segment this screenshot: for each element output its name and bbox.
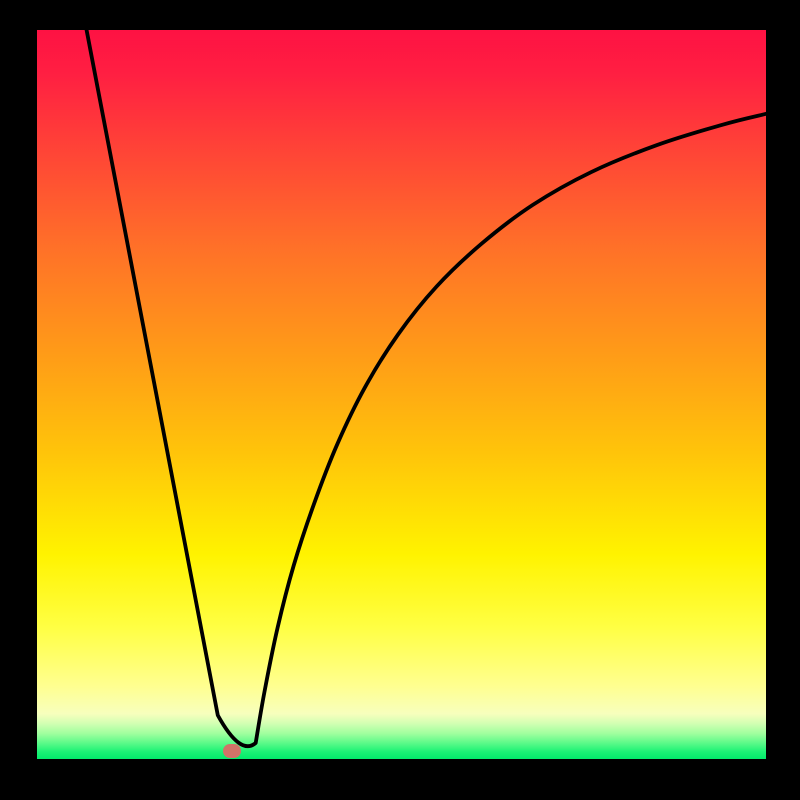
- chart-root: TheBottleneck.com: [0, 0, 800, 800]
- plot-area: [37, 30, 766, 759]
- watermark-text: TheBottleneck.com: [584, 6, 786, 31]
- minimum-point-marker: [223, 744, 241, 758]
- bottleneck-curve: [37, 30, 766, 759]
